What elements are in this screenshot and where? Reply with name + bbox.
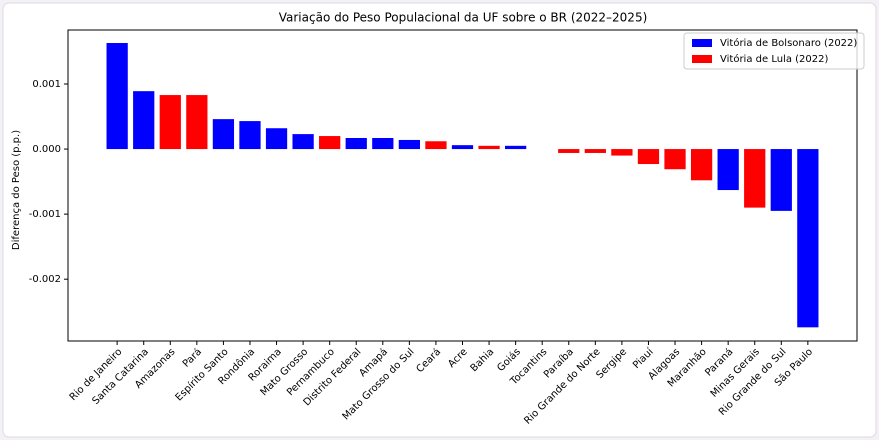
bar [292,134,314,150]
bar [611,149,633,156]
legend-label: Vitória de Lula (2022) [720,53,828,65]
bar [372,138,394,150]
bar [106,43,128,150]
bar [425,141,447,150]
bar [505,145,527,150]
bar [770,149,792,211]
y-tick-label: 0.001 [32,79,61,90]
bar [558,149,580,153]
bar [451,145,474,150]
bar [265,128,288,150]
bar [664,149,686,170]
bar [159,95,181,150]
bar [744,149,766,208]
bar [345,138,367,150]
legend-label: Vitória de Bolsonaro (2022) [720,37,857,49]
bar [584,149,606,153]
bar [398,139,420,150]
bar [239,121,261,150]
bar [319,136,341,150]
chart-title: Variação do Peso Populacional da UF sobr… [279,11,648,25]
bar [690,149,713,181]
y-tick-label: 0.000 [32,144,61,155]
y-axis-label: Diferença do Peso (p.p.) [11,130,22,250]
bar [637,149,660,165]
bar [717,149,739,191]
y-tick-label: -0.001 [29,209,61,220]
bar [186,95,208,150]
bar [133,91,155,150]
bar [478,145,500,150]
bar [212,119,235,150]
legend-swatch [692,55,712,63]
y-tick-label: -0.002 [29,274,61,285]
legend-box [683,32,865,70]
legend-swatch [692,39,712,47]
plot-frame [67,29,858,342]
bar [797,149,819,328]
